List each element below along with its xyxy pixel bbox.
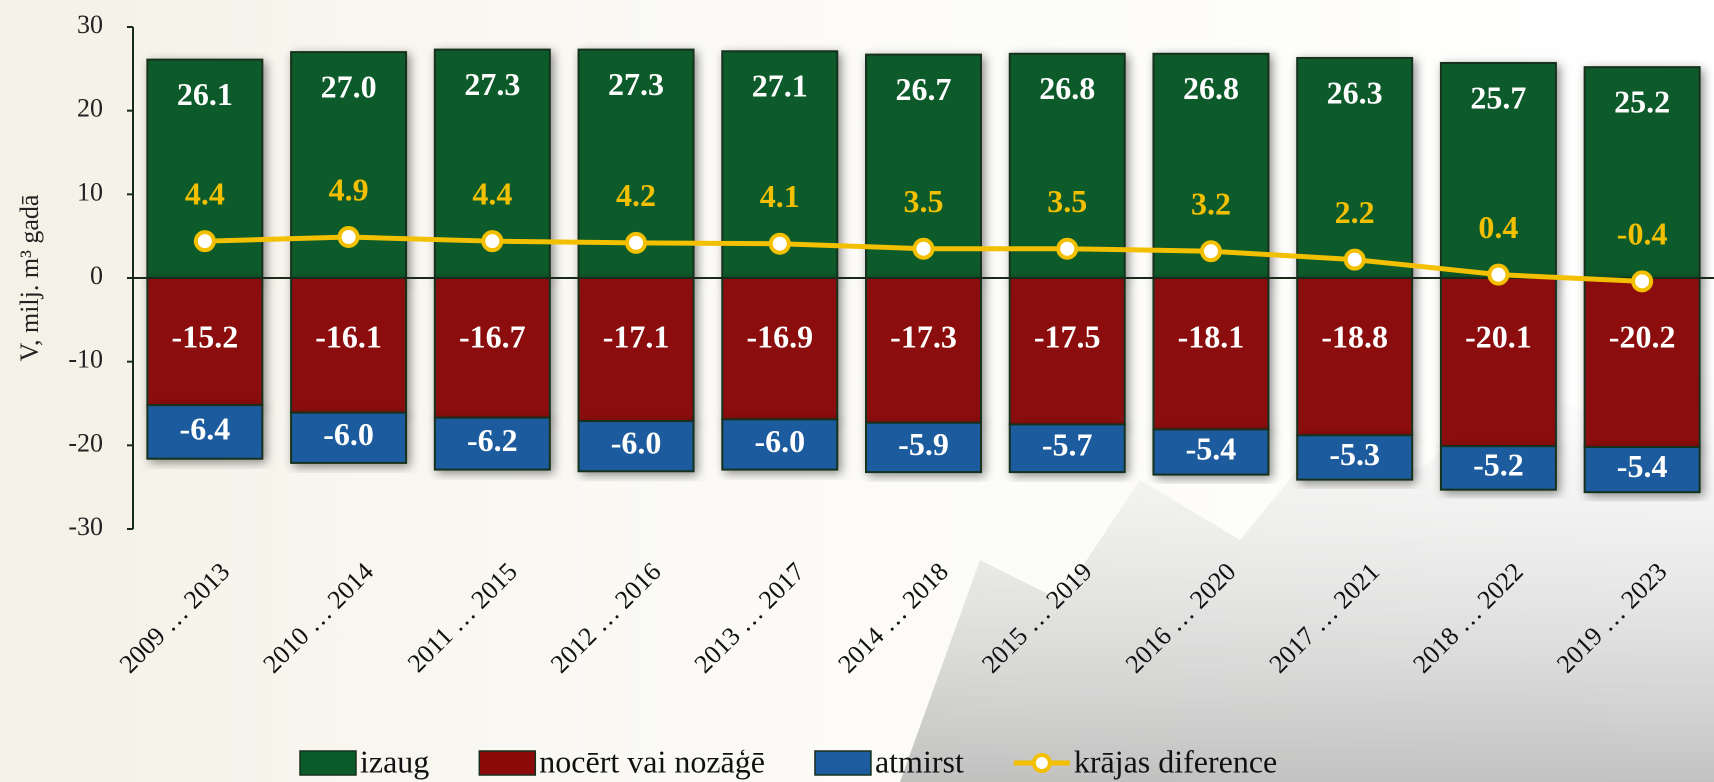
data-label: 26.8 [1039, 70, 1095, 106]
y-tick-label: 30 [77, 10, 103, 39]
data-label: 25.7 [1470, 79, 1526, 115]
data-label: -5.3 [1329, 436, 1380, 472]
bar [433, 277, 551, 419]
data-label: -15.2 [172, 318, 239, 354]
data-label: -20.2 [1609, 318, 1676, 354]
data-label: -18.8 [1321, 318, 1388, 354]
x-tick-label: 2011 … 2015 [402, 557, 523, 678]
line-marker [912, 237, 935, 260]
line-label: 0.4 [1478, 209, 1518, 245]
bar [1439, 61, 1557, 279]
data-label: -17.5 [1034, 318, 1101, 354]
line-label: 3.5 [1047, 183, 1087, 219]
line-label: 4.1 [760, 178, 800, 214]
bar [290, 411, 408, 464]
data-label: 26.8 [1183, 70, 1239, 106]
data-label: 27.1 [752, 68, 808, 104]
line-marker [481, 230, 504, 253]
data-label: -20.1 [1465, 318, 1532, 354]
line-label: 4.4 [185, 176, 225, 212]
bar [1439, 277, 1557, 448]
bar [1583, 277, 1701, 449]
data-label: -6.0 [323, 416, 374, 452]
data-label: 27.0 [321, 68, 377, 104]
line-marker [1631, 270, 1654, 293]
bar [865, 277, 982, 424]
data-label: 27.3 [608, 66, 664, 102]
data-label: -16.1 [315, 318, 382, 354]
legend-label: atmirst [875, 743, 964, 779]
line-label: 2.2 [1335, 194, 1375, 230]
legend-swatch [478, 750, 537, 776]
data-label: -5.4 [1186, 430, 1237, 466]
bar [577, 277, 695, 423]
data-label: -5.4 [1617, 448, 1668, 484]
x-tick-label: 2014 … 2018 [832, 557, 954, 679]
bar [1296, 277, 1414, 437]
bar [1152, 428, 1270, 476]
bar [1583, 66, 1701, 279]
y-tick-label: -20 [68, 428, 103, 457]
x-tick-label: 2012 … 2016 [545, 557, 667, 679]
y-axis-title: V, milj. m³ gadā [15, 194, 44, 361]
legend-swatch [1031, 753, 1052, 773]
bar [721, 277, 839, 421]
data-label: 27.3 [464, 66, 520, 102]
data-label: 26.1 [177, 76, 233, 112]
data-label: 26.3 [1327, 74, 1383, 110]
data-label: -6.4 [180, 410, 231, 446]
data-label: -5.7 [1042, 427, 1093, 463]
data-label: -6.0 [754, 423, 805, 459]
data-label: -6.2 [467, 422, 518, 458]
legend-swatch [299, 750, 357, 776]
bar [433, 416, 551, 471]
bar [1583, 446, 1701, 494]
y-tick-label: 20 [77, 94, 103, 123]
bar [1008, 423, 1126, 474]
bar [1008, 277, 1126, 426]
line-marker [768, 232, 791, 255]
x-tick-label: 2009 … 2013 [114, 557, 236, 679]
bar [1296, 434, 1414, 481]
data-label: -17.3 [890, 318, 957, 354]
line-label: 4.2 [616, 177, 656, 213]
data-label: 25.2 [1614, 84, 1670, 120]
data-label: -16.9 [746, 318, 813, 354]
data-label: -16.7 [459, 318, 526, 354]
bar [577, 420, 695, 473]
line-label: 3.2 [1191, 186, 1231, 222]
x-tick-label: 2013 … 2017 [689, 557, 811, 679]
bar [865, 421, 982, 474]
line-marker [337, 226, 360, 249]
data-label: -17.1 [603, 318, 670, 354]
data-label: -18.1 [1178, 318, 1245, 354]
y-tick-label: -10 [68, 345, 103, 374]
line-marker [193, 230, 216, 253]
line-label: 3.5 [904, 183, 944, 219]
y-tick-label: -30 [68, 512, 103, 541]
y-tick-label: 0 [90, 261, 103, 290]
bar [146, 404, 264, 460]
legend-swatch [814, 750, 872, 776]
bar [721, 418, 839, 471]
legend-label: nocērt vai nozāģē [539, 743, 765, 779]
line-label: 4.4 [472, 176, 512, 212]
line-marker [1487, 263, 1510, 286]
data-label: -6.0 [611, 425, 662, 461]
bar [1439, 445, 1557, 491]
line-marker [1199, 240, 1222, 263]
y-tick-label: 10 [77, 177, 103, 206]
x-tick-label: 2010 … 2014 [257, 557, 379, 679]
line-marker [625, 231, 648, 254]
data-label: -5.9 [898, 426, 949, 462]
line-marker [1343, 248, 1366, 271]
line-label: -0.4 [1617, 216, 1668, 252]
data-label: 26.7 [896, 71, 952, 107]
legend-label: krājas diference [1074, 743, 1277, 779]
line-marker [1056, 237, 1079, 260]
legend-label: izaug [360, 743, 429, 779]
data-label: -5.2 [1473, 446, 1524, 482]
line-label: 4.9 [329, 171, 369, 207]
